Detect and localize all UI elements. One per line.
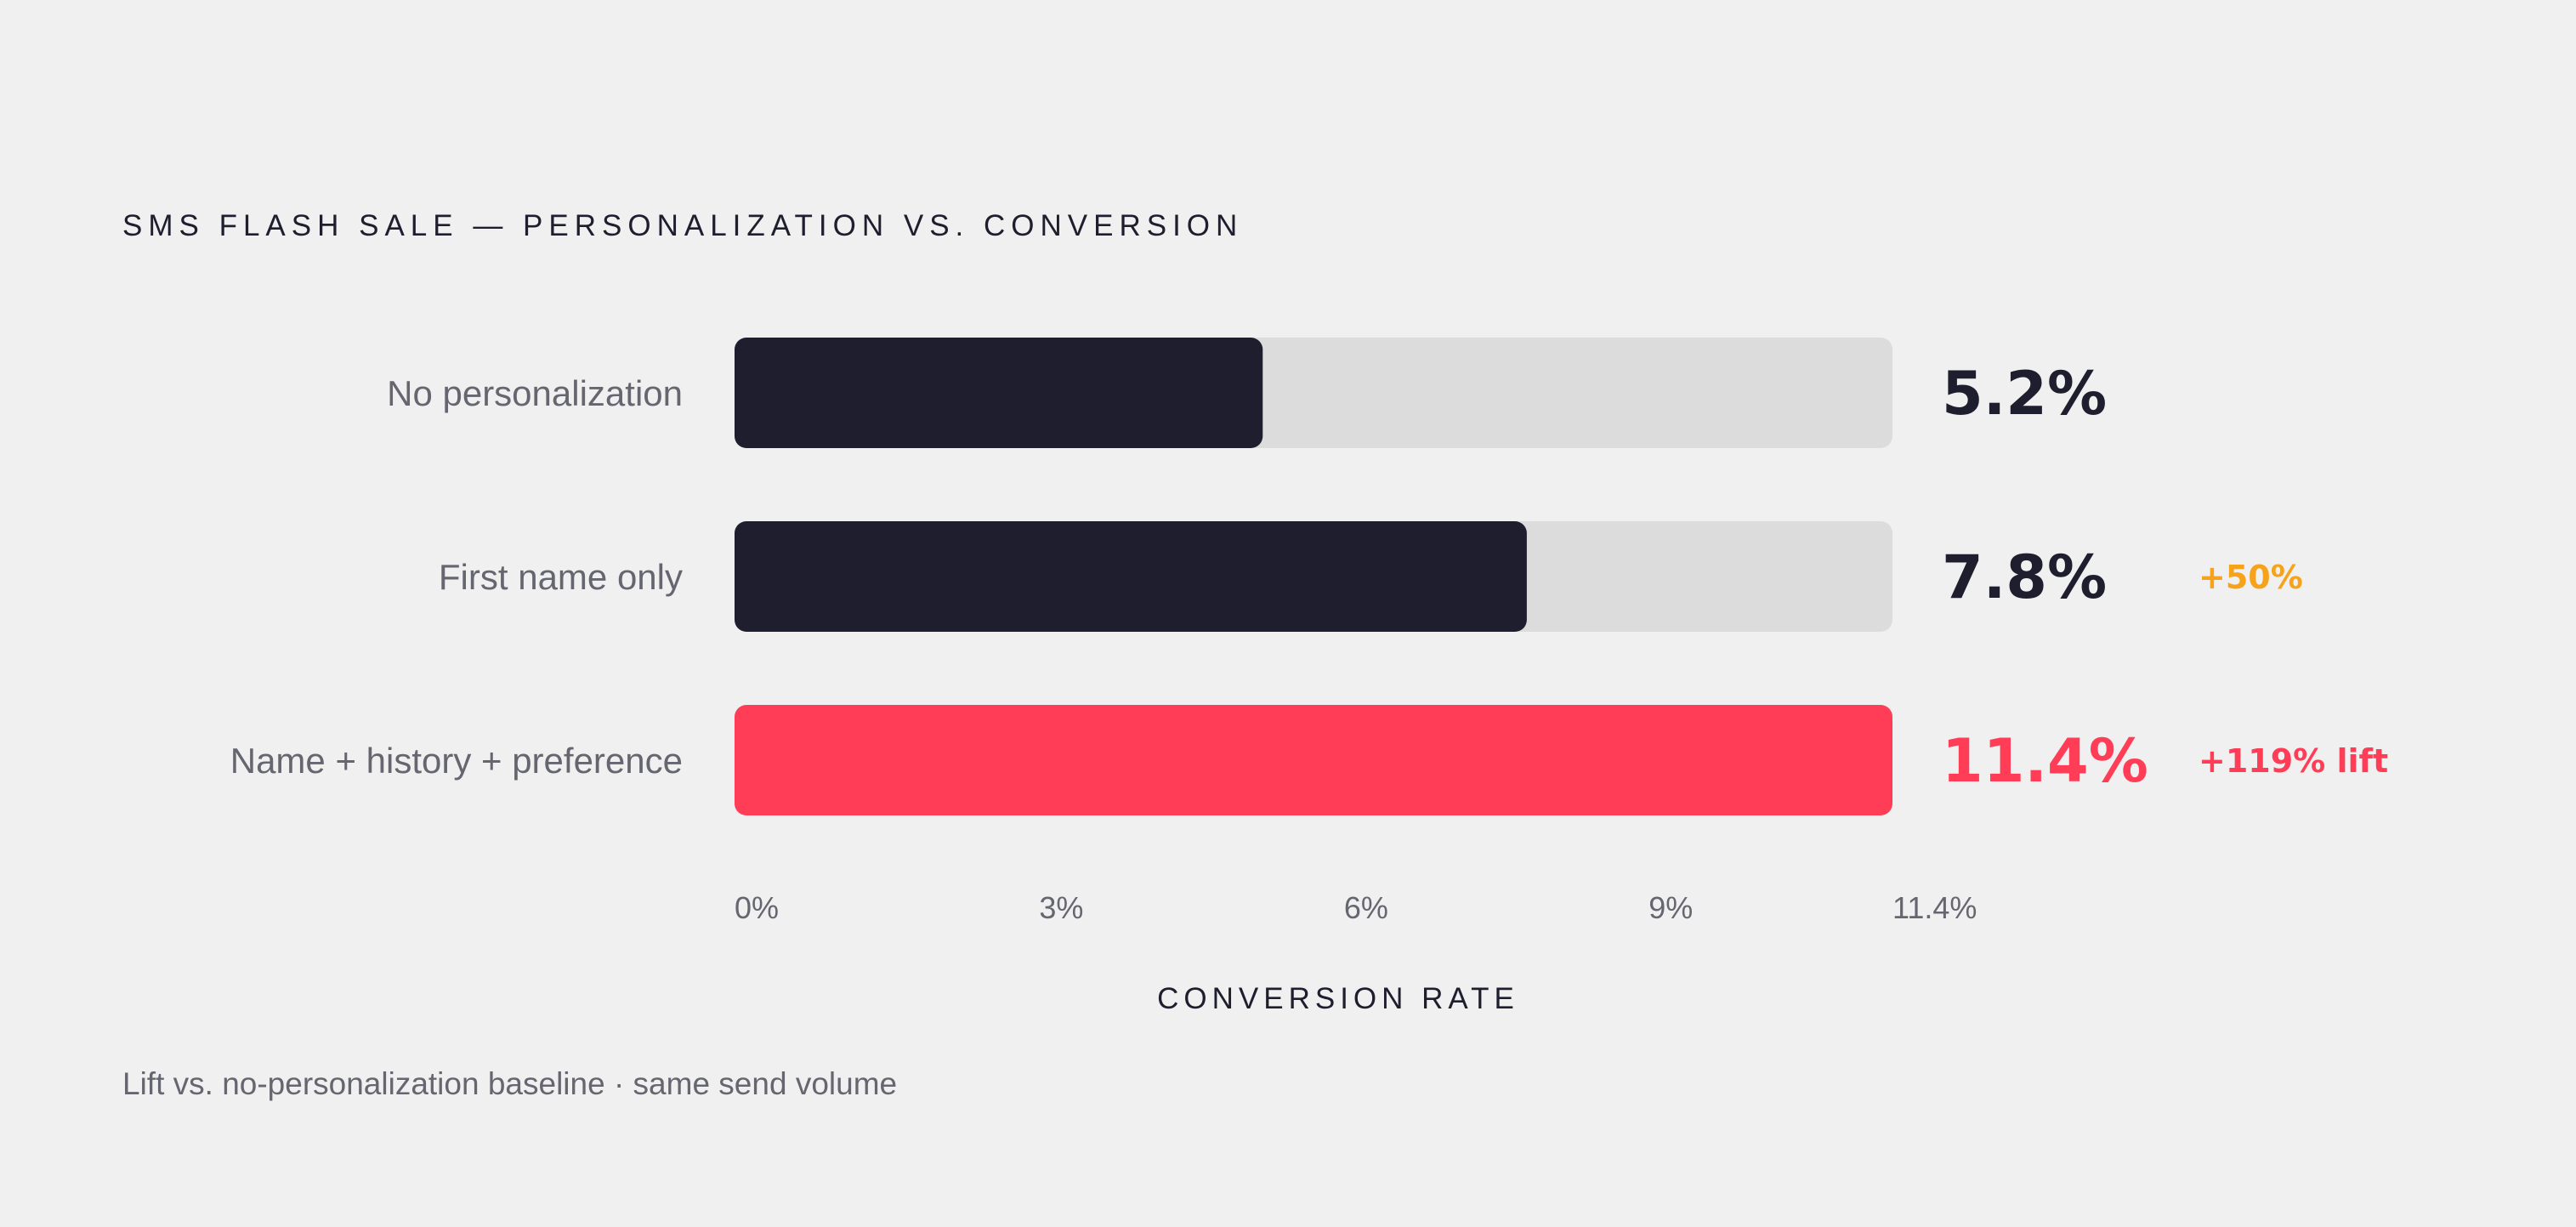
category-label: Name + history + preference xyxy=(230,741,683,781)
chart-title: SMS FLASH SALE — PERSONALIZATION VS. CON… xyxy=(122,209,1243,242)
bar-row: First name only 7.8% +50% xyxy=(439,521,2303,632)
lift-label: +119% lift xyxy=(2199,742,2388,780)
value-label: 7.8% xyxy=(1942,542,2107,612)
tick-label: 11.4% xyxy=(1892,890,1977,925)
bar-row: No personalization 5.2% xyxy=(387,338,2107,448)
bar-rows: No personalization 5.2% First name only 7.8… xyxy=(230,338,2388,815)
tick-label: 3% xyxy=(1039,890,1083,925)
footnote: Lift vs. no-personalization baseline · s… xyxy=(122,1066,897,1101)
x-axis-title: CONVERSION RATE xyxy=(1157,982,1519,1015)
bar xyxy=(735,521,1527,632)
lift-label: +50% xyxy=(2199,559,2303,596)
bar xyxy=(735,338,1263,448)
value-label: 5.2% xyxy=(1942,359,2107,429)
category-label: First name only xyxy=(439,557,683,597)
value-label: 11.4% xyxy=(1942,726,2148,796)
tick-label: 9% xyxy=(1648,890,1693,925)
x-axis-ticks: 0% 3% 6% 9% 11.4% xyxy=(735,890,1977,925)
bar-row: Name + history + preference 11.4% +119% li… xyxy=(230,705,2388,815)
tick-label: 6% xyxy=(1344,890,1388,925)
category-label: No personalization xyxy=(387,373,683,413)
bar xyxy=(735,705,1892,815)
tick-label: 0% xyxy=(735,890,779,925)
